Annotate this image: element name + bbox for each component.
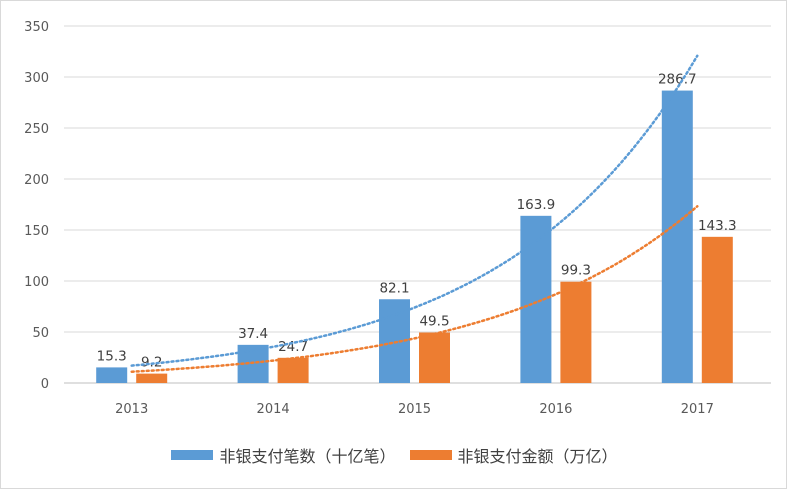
- data-label: 15.3: [97, 348, 127, 364]
- data-label: 37.4: [238, 326, 268, 342]
- trendline-amount: [130, 205, 699, 373]
- bar-amount: [419, 332, 450, 383]
- y-tick-label: 300: [24, 71, 49, 86]
- bar-count: [661, 90, 693, 383]
- bar-amount: [701, 236, 733, 383]
- y-tick-label: 150: [24, 224, 49, 239]
- x-tick-label: 2015: [398, 402, 431, 417]
- bar-amount: [560, 281, 592, 383]
- legend-item-amount: 非银支付金额（万亿）: [409, 443, 618, 467]
- trendline-count: [130, 54, 699, 367]
- y-tick-label: 0: [41, 377, 49, 392]
- x-tick-label: 2017: [681, 402, 714, 417]
- bar-count: [520, 215, 552, 383]
- y-tick-label: 250: [24, 122, 49, 137]
- data-label: 82.1: [379, 280, 409, 296]
- y-tick-label: 200: [24, 173, 49, 188]
- y-tick-label: 50: [32, 326, 49, 341]
- data-label: 286.7: [658, 72, 697, 88]
- data-label: 143.3: [698, 218, 737, 234]
- legend-label: 非银支付金额（万亿）: [457, 447, 618, 466]
- data-label: 24.7: [278, 339, 308, 355]
- legend-item-count: 非银支付笔数（十亿笔）: [171, 443, 396, 467]
- legend-label: 非银支付笔数（十亿笔）: [219, 447, 396, 466]
- x-tick-label: 2014: [257, 402, 290, 417]
- x-tick-label: 2013: [115, 402, 148, 417]
- data-label: 99.3: [561, 263, 591, 279]
- y-tick-label: 100: [24, 275, 49, 290]
- legend: 非银支付笔数（十亿笔） 非银支付金额（万亿）: [1, 443, 787, 467]
- data-label: 163.9: [517, 197, 556, 213]
- data-label: 49.5: [419, 314, 449, 330]
- bar-count: [96, 367, 128, 383]
- x-tick-label: 2016: [539, 402, 572, 417]
- legend-swatch-blue: [171, 450, 214, 460]
- y-tick-label: 350: [24, 20, 49, 35]
- bar-amount: [136, 373, 168, 383]
- legend-swatch-orange: [409, 450, 452, 460]
- bar-amount: [277, 357, 309, 383]
